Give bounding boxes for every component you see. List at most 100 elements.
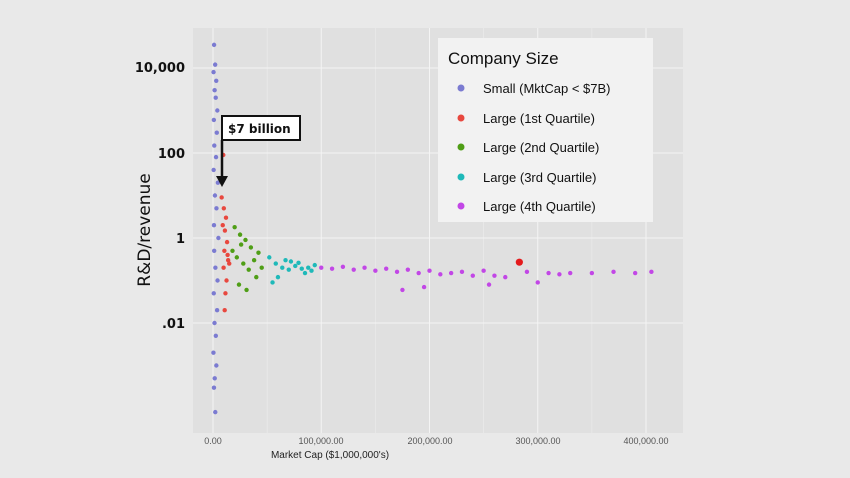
data-point [211, 385, 217, 390]
data-point [329, 266, 335, 271]
data-point [293, 263, 298, 269]
data-point [243, 237, 248, 243]
data-point [211, 167, 216, 173]
data-point [256, 250, 261, 255]
data-point [222, 308, 227, 313]
data-point [259, 265, 264, 270]
x-axis-title: Market Cap ($1,000,000's) [271, 450, 389, 461]
data-point [223, 291, 228, 296]
data-point [212, 320, 217, 326]
data-point [213, 95, 218, 100]
data-point [503, 274, 508, 280]
data-point [362, 265, 367, 270]
data-point [280, 265, 285, 270]
legend-swatch-q3 [457, 173, 465, 181]
data-point [470, 273, 475, 278]
y-tick-label: 1 [176, 232, 185, 247]
y-tick-label: 10,000 [135, 61, 185, 76]
data-point [222, 228, 228, 233]
data-point [438, 272, 443, 277]
data-points [211, 42, 654, 415]
x-tick-label: 400,000.00 [623, 436, 668, 446]
legend-swatch-q4 [457, 202, 465, 210]
x-tick-label: 100,000.00 [298, 436, 343, 446]
data-point [351, 267, 356, 272]
data-point [213, 333, 219, 338]
data-point [213, 154, 219, 160]
data-point [568, 270, 573, 276]
data-point [227, 261, 232, 266]
data-point [546, 270, 551, 276]
legend-label-q4: Large (4th Quartile) [483, 199, 596, 214]
data-point [448, 270, 454, 276]
data-point [213, 265, 218, 270]
data-point [302, 270, 308, 276]
data-point [214, 78, 219, 83]
series-5 [319, 264, 654, 293]
data-point [215, 278, 220, 283]
data-point [306, 265, 311, 270]
arrow-head-icon [216, 176, 228, 187]
data-point [237, 232, 243, 237]
series-2 [219, 152, 232, 313]
x-tick-label: 0.00 [204, 436, 222, 446]
data-point [238, 242, 244, 247]
data-point [214, 206, 219, 211]
data-point [212, 143, 217, 148]
series-1 [211, 42, 221, 415]
data-point [219, 195, 224, 200]
data-point [299, 266, 304, 271]
legend-label-small: Small (MktCap < $7B) [483, 81, 611, 96]
data-point [224, 278, 229, 283]
data-point [459, 269, 465, 275]
data-point [296, 260, 301, 266]
annotation-box [221, 115, 301, 141]
data-point [246, 267, 251, 272]
data-point [211, 223, 217, 228]
data-point [286, 267, 291, 272]
data-point [244, 287, 249, 293]
data-point [216, 235, 221, 241]
legend: Company Size Small (MktCap < $7B) Large … [438, 38, 653, 222]
data-point [400, 287, 405, 293]
legend-label-q3: Large (3rd Quartile) [483, 170, 596, 185]
data-point [270, 280, 275, 285]
data-point [481, 268, 486, 273]
annotation-label: $7 billion [228, 122, 291, 136]
legend-title: Company Size [448, 49, 559, 68]
data-point [254, 274, 259, 280]
data-point [211, 42, 217, 48]
data-point [212, 62, 218, 67]
data-point [288, 259, 294, 264]
data-point [222, 248, 227, 253]
data-point [224, 239, 230, 245]
data-point [492, 273, 497, 278]
annotation: $7 billion [216, 115, 301, 187]
data-point [267, 255, 272, 260]
data-point [632, 270, 638, 276]
y-tick-label: 100 [158, 147, 185, 162]
series-4 [267, 255, 317, 285]
data-point [373, 268, 378, 273]
data-point [283, 258, 288, 263]
x-tick-label: 200,000.00 [407, 436, 452, 446]
data-point [212, 88, 217, 93]
data-point [230, 248, 235, 253]
data-point [309, 268, 314, 273]
data-point [221, 265, 226, 270]
data-point [421, 284, 427, 290]
legend-label-q2: Large (2nd Quartile) [483, 140, 599, 155]
data-point [214, 363, 219, 368]
data-point [248, 245, 254, 250]
y-axis-title: R&D/revenue [135, 173, 155, 287]
data-point [211, 69, 216, 75]
data-point [394, 269, 400, 275]
data-point [275, 274, 281, 280]
legend-swatch-q2 [457, 143, 465, 151]
data-point [211, 117, 217, 123]
legend-swatch-small [457, 84, 465, 92]
series-3 [230, 224, 264, 293]
data-point [611, 269, 616, 275]
data-point [214, 308, 220, 313]
